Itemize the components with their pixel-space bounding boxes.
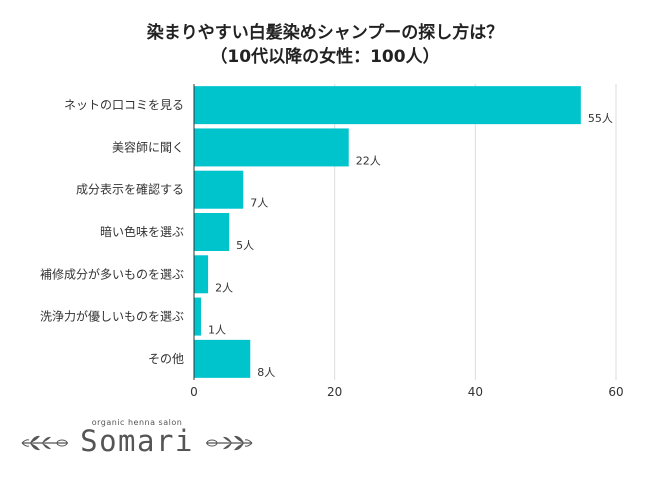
data-label: 55人 xyxy=(588,112,613,125)
category-label: 暗い色味を選ぶ xyxy=(100,224,184,239)
bar xyxy=(194,255,209,294)
right-leaf-ornament-icon xyxy=(206,435,253,451)
left-leaf-ornament-icon xyxy=(21,435,68,451)
bar xyxy=(194,170,244,209)
category-label: 美容師に聞く xyxy=(112,139,184,154)
x-tick-label: 40 xyxy=(468,385,483,399)
data-label: 5人 xyxy=(236,239,254,252)
somari-logo: organic henna salon Somari xyxy=(18,418,253,466)
data-label: 22人 xyxy=(356,154,381,167)
bar xyxy=(194,213,230,251)
category-label: 洗浄力が優しいものを選ぶ xyxy=(40,309,184,324)
bar xyxy=(194,86,581,125)
chart-title-line1: 染まりやすい白髪染めシャンプーの探し方は？ xyxy=(146,23,504,43)
chart-title-line2: （10代以降の女性：100人） xyxy=(210,47,440,67)
bar xyxy=(194,297,202,336)
logo-subtitle: organic henna salon xyxy=(91,418,183,427)
category-label: 成分表示を確認する xyxy=(76,182,184,197)
data-label: 8人 xyxy=(257,366,275,379)
category-label: ネットの口コミを見る xyxy=(64,98,184,112)
x-tick-label: 0 xyxy=(190,385,198,399)
data-label: 2人 xyxy=(215,281,233,294)
bar xyxy=(194,339,251,378)
x-tick-label: 20 xyxy=(327,385,342,399)
category-label: その他 xyxy=(148,352,184,366)
data-label: 7人 xyxy=(250,197,268,210)
category-label: 補修成分が多いものを選ぶ xyxy=(40,266,184,281)
logo-wordmark: Somari xyxy=(80,424,194,458)
bar xyxy=(194,128,349,167)
x-tick-label: 60 xyxy=(608,385,623,399)
data-label: 1人 xyxy=(208,324,226,337)
